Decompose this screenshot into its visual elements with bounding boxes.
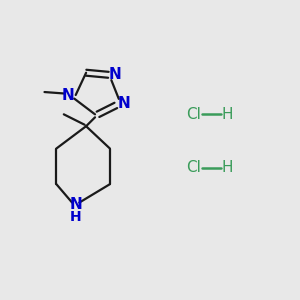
- Text: H: H: [70, 210, 82, 224]
- Text: N: N: [118, 95, 130, 110]
- Text: H: H: [221, 160, 233, 175]
- Text: Cl: Cl: [186, 160, 200, 175]
- Text: H: H: [221, 107, 233, 122]
- Text: Cl: Cl: [186, 107, 200, 122]
- Text: N: N: [109, 67, 121, 82]
- Text: N: N: [69, 197, 82, 212]
- Text: N: N: [62, 88, 75, 103]
